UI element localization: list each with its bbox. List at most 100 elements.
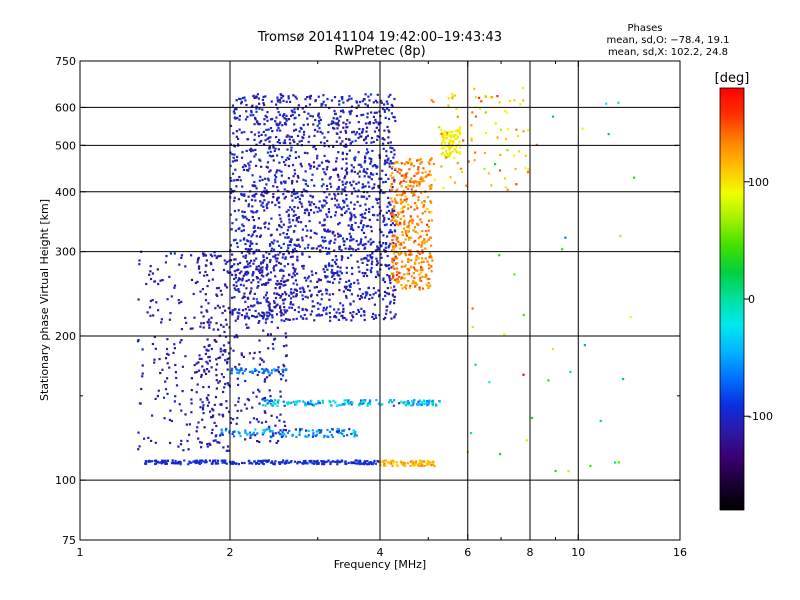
data-point xyxy=(398,223,401,226)
data-point xyxy=(271,316,274,319)
data-point xyxy=(391,177,394,180)
data-point xyxy=(316,167,319,170)
data-point xyxy=(331,460,334,463)
data-point xyxy=(385,211,388,214)
data-point xyxy=(243,266,246,269)
data-point xyxy=(327,230,330,233)
data-point xyxy=(268,170,271,173)
data-point xyxy=(364,272,367,275)
data-point xyxy=(297,238,300,241)
data-point xyxy=(186,439,189,443)
data-point xyxy=(236,245,239,248)
data-point xyxy=(301,317,304,320)
data-point xyxy=(250,147,253,150)
data-point xyxy=(287,213,291,216)
data-point xyxy=(389,311,392,314)
data-point xyxy=(289,303,292,306)
data-point xyxy=(382,298,385,301)
data-point xyxy=(364,122,367,125)
data-point xyxy=(217,381,220,384)
data-point xyxy=(423,465,426,468)
data-point xyxy=(265,274,268,277)
data-point xyxy=(341,180,344,183)
data-point xyxy=(349,142,352,145)
data-point xyxy=(412,464,415,467)
data-point xyxy=(368,210,371,213)
data-point xyxy=(393,116,396,119)
data-point xyxy=(275,282,278,285)
data-point xyxy=(307,285,310,288)
data-point xyxy=(496,136,499,139)
data-point xyxy=(261,404,265,407)
data-point xyxy=(313,286,316,289)
data-point xyxy=(253,304,256,307)
data-point xyxy=(340,192,343,195)
data-point xyxy=(415,204,418,207)
data-point xyxy=(360,229,364,232)
data-point xyxy=(350,184,353,187)
data-point xyxy=(283,365,286,368)
data-point xyxy=(357,181,360,184)
data-point xyxy=(250,287,253,290)
data-point xyxy=(336,232,340,235)
data-point xyxy=(416,283,419,286)
data-point xyxy=(253,292,256,295)
data-point xyxy=(424,175,427,178)
data-point xyxy=(288,318,291,321)
data-point xyxy=(321,461,324,464)
data-point xyxy=(278,138,281,142)
data-point xyxy=(249,461,253,464)
data-point xyxy=(280,226,283,229)
data-point xyxy=(157,389,160,392)
data-point xyxy=(258,363,261,366)
data-point xyxy=(293,192,296,196)
data-point xyxy=(216,462,220,465)
data-point xyxy=(309,94,312,97)
data-point xyxy=(255,298,258,301)
data-point xyxy=(389,399,392,402)
data-point xyxy=(323,228,326,231)
data-point xyxy=(368,185,371,188)
data-point xyxy=(154,347,157,350)
data-point xyxy=(369,93,373,96)
data-point xyxy=(267,311,270,314)
data-point xyxy=(274,287,277,290)
data-point xyxy=(231,273,234,276)
data-point xyxy=(392,241,395,245)
data-point xyxy=(167,353,170,356)
data-point xyxy=(192,460,195,463)
data-point xyxy=(206,338,209,341)
data-point xyxy=(326,268,329,271)
data-point xyxy=(415,460,418,463)
data-point xyxy=(264,459,267,462)
data-point xyxy=(269,234,272,237)
data-point xyxy=(504,186,507,189)
data-point xyxy=(235,179,238,182)
data-point xyxy=(412,463,415,466)
data-point xyxy=(286,156,289,159)
data-point xyxy=(324,239,327,243)
data-point xyxy=(427,161,430,164)
data-point xyxy=(229,164,232,167)
data-point xyxy=(261,178,264,181)
data-point xyxy=(430,265,433,268)
data-point xyxy=(344,169,347,172)
data-point xyxy=(273,463,276,466)
data-point xyxy=(336,404,339,407)
data-point xyxy=(379,209,382,212)
data-point xyxy=(356,200,359,203)
data-point xyxy=(391,186,394,189)
data-point xyxy=(328,106,331,110)
data-point xyxy=(330,185,333,188)
data-point xyxy=(264,134,267,137)
data-point xyxy=(262,397,265,400)
data-point xyxy=(395,222,398,225)
data-point xyxy=(456,115,459,118)
data-point xyxy=(374,118,377,121)
data-point xyxy=(414,230,417,233)
data-point xyxy=(296,255,299,258)
data-point xyxy=(273,301,276,304)
data-point xyxy=(376,245,379,248)
data-point xyxy=(316,157,319,160)
data-point xyxy=(344,131,348,134)
